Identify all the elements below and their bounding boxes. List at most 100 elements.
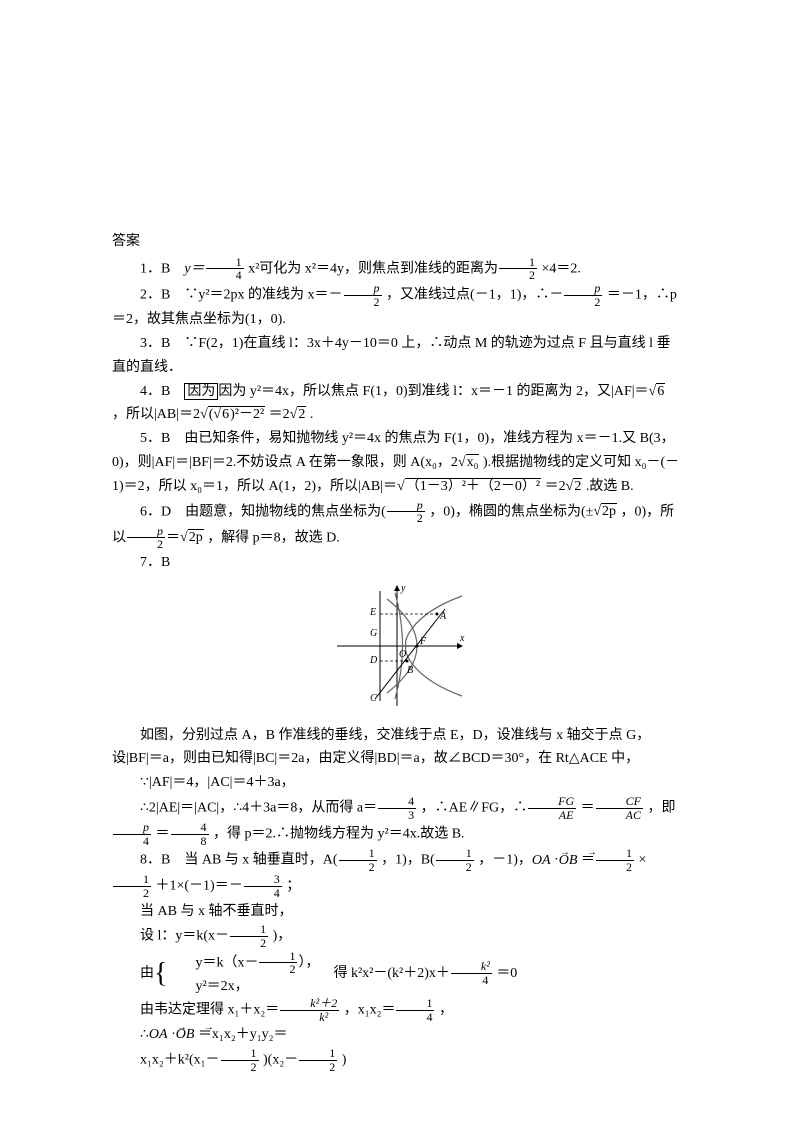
svg-text:C: C <box>370 693 377 704</box>
fraction: 12 <box>221 1047 259 1073</box>
sqrt-icon <box>458 455 466 470</box>
system-row-1: y＝k（x－12）， <box>167 950 319 976</box>
fraction: 12 <box>436 847 474 873</box>
sqrt: x₀ <box>466 454 480 470</box>
answer-3: 3．B ∵F(2，1)在直线 l：3x＋4y－10＝0 上，∴动点 M 的轨迹为… <box>112 332 682 380</box>
answer-label: 1．B <box>140 261 170 276</box>
sqrt-icon <box>397 479 405 494</box>
text: ＝ <box>152 826 170 841</box>
svg-text:A: A <box>439 611 447 622</box>
text: 当 AB 与 x 轴垂直时，A( <box>184 853 337 868</box>
answer-label: 6．D <box>140 504 171 519</box>
section-header: 答案 <box>112 230 682 254</box>
answer-7-p3: ∴2|AE|＝|AC|，∴4＋3a＝8，从而得 a＝43 ，∴AE∥FG，∴FG… <box>112 795 682 847</box>
fraction: 12 <box>499 256 537 282</box>
answer-2: 2．B ∵y²＝2px 的准线为 x＝－p2 ，又准线过点(－1，1)，∴－p2… <box>112 282 682 332</box>
svg-text:F: F <box>419 636 427 647</box>
text: ，得 p＝2.∴抛物线方程为 y²＝4x.故选 B. <box>210 826 465 841</box>
page-content: 答案 1．B y＝14 x²可化为 x²＝4y，则焦点到准线的距离为12 ×4＝… <box>0 0 794 1133</box>
text: ，所以|AB|＝2 <box>112 407 200 422</box>
fraction: 34 <box>244 873 282 899</box>
text: ) <box>338 1053 346 1068</box>
text: ， <box>435 1003 453 1018</box>
fraction: 12 <box>259 950 297 976</box>
vector-oa: OA <box>149 1027 168 1042</box>
svg-text:E: E <box>369 607 376 618</box>
svg-text:x: x <box>459 633 465 644</box>
text: ； <box>283 879 301 894</box>
answer-label: 5．B <box>140 431 170 446</box>
text: ＋1×(－1)＝－ <box>152 879 243 894</box>
answer-8-p6: ∴OA ·OB ＝x₁x₂＋y₁y₂＝ <box>112 1023 682 1047</box>
fraction: p2 <box>127 525 165 551</box>
sqrt: 2p <box>188 529 204 545</box>
fraction: 48 <box>171 821 209 847</box>
answer-7-label: 7．B <box>112 551 682 575</box>
text: ，解得 p＝8，故选 D. <box>204 530 340 545</box>
parabola-figure: x y O F A B E G D C <box>112 581 682 720</box>
fraction: 12 <box>339 847 377 873</box>
text: 由韦达定理得 x₁＋x₂＝ <box>140 1003 279 1018</box>
sqrt: 2p <box>601 503 617 519</box>
vector-ob: OB <box>176 1027 195 1042</box>
answer-7-p1: 如图，分别过点 A，B 作准线的垂线，交准线于点 E，D，设准线与 x 轴交于点… <box>112 724 682 772</box>
svg-text:D: D <box>369 655 378 666</box>
text: y＝ <box>184 261 204 276</box>
sqrt-icon <box>200 407 208 422</box>
fraction: 12 <box>113 873 151 899</box>
answer-label: 4．B <box>140 384 170 399</box>
sqrt: （1­－3）²＋（2­－0）² <box>405 478 541 494</box>
answer-label: 7．B <box>140 555 170 570</box>
boxed-text: 因为 <box>184 383 218 400</box>
answer-4: 4．B 因为因为 y²＝4x，所以焦点 F(1，0)到准线 l：x＝－1 的距离… <box>112 380 682 428</box>
fraction: 14 <box>206 256 244 282</box>
sqrt-icon <box>593 504 601 519</box>
fraction: 12 <box>230 923 268 949</box>
fraction: 14 <box>396 997 434 1023</box>
answer-8-p5: 由韦达定理得 x₁＋x₂＝k²＋2k² ，x₁x₂＝14 ， <box>112 997 682 1023</box>
svg-text:G: G <box>370 628 377 639</box>
answer-8-p1: 8．B 当 AB 与 x 轴垂直时，A(12 ，1)，B(12 ，－1)，OA … <box>112 847 682 899</box>
sqrt: 2 <box>297 406 306 422</box>
text: ∵F(2，1)在直线 l：3x＋4y－10＝0 上，∴动点 M 的轨迹为过点 F… <box>112 336 670 375</box>
fraction: p4 <box>113 821 151 847</box>
text: x²可化为 x²＝4y，则焦点到准线的距离为 <box>245 261 498 276</box>
text: 因为 y²＝4x，所以焦点 F(1，0)到准线 l：x＝－1 的距离为 2，又|… <box>218 384 648 399</box>
fraction: 12 <box>596 847 634 873</box>
text: ＝2 <box>265 407 290 422</box>
text: ∵y²＝2px 的准线为 x＝－ <box>184 287 342 302</box>
text: ∴2|AE|＝|AC|，∴4＋3a＝8，从而得 a＝ <box>140 800 377 815</box>
svg-text:B: B <box>407 665 413 676</box>
fraction: p2 <box>564 282 602 308</box>
vector-ob: OB <box>559 853 578 868</box>
figure-svg: x y O F A B E G D C <box>327 581 467 711</box>
sqrt: 6 <box>656 383 665 399</box>
text: 由 <box>140 966 154 981</box>
text: )(x₂－ <box>260 1053 299 1068</box>
fraction: p2 <box>344 282 382 308</box>
svg-text:y: y <box>400 583 406 594</box>
left-brace-icon: { <box>154 958 167 989</box>
fraction: k²＋2k² <box>280 997 339 1023</box>
sqrt-icon <box>213 407 221 422</box>
answer-label: 8．B <box>140 853 170 868</box>
answer-8-p4: 由{ y＝k（x－12）， y²＝2x， 得 k²x²－(k²＋2)x＋k²4 … <box>112 950 682 998</box>
text: ，∴AE∥FG，∴ <box>417 800 527 815</box>
answer-8-p2: 当 AB 与 x 轴不垂直时， <box>112 900 682 924</box>
text: ，又准线过点(－1，1)，∴－ <box>383 287 564 302</box>
text: ，－1)， <box>475 853 532 868</box>
sqrt: (6)²－2² <box>208 406 265 422</box>
sqrt: 2 <box>573 478 582 494</box>
text: ，1)，B( <box>378 853 435 868</box>
fraction: FGAE <box>528 795 576 821</box>
text: ＝ <box>166 530 180 545</box>
text: 得 k²x²－(k²＋2)x＋ <box>319 966 449 981</box>
answer-label: 3．B <box>140 336 170 351</box>
fraction: k²4 <box>451 960 492 986</box>
answer-7-p2: ∵|AF|＝4，|AC|＝4＋3a， <box>112 771 682 795</box>
text: ，0)，椭圆的焦点坐标为(± <box>426 504 594 519</box>
answer-6: 6．D 由题意，知抛物线的焦点坐标为(p2 ，0)，椭圆的焦点坐标为(±2p ，… <box>112 499 682 551</box>
system-row-2: y²＝2x， <box>167 976 319 997</box>
fraction: 43 <box>378 795 416 821</box>
system-block: y＝k（x－12）， y²＝2x， <box>167 950 319 997</box>
